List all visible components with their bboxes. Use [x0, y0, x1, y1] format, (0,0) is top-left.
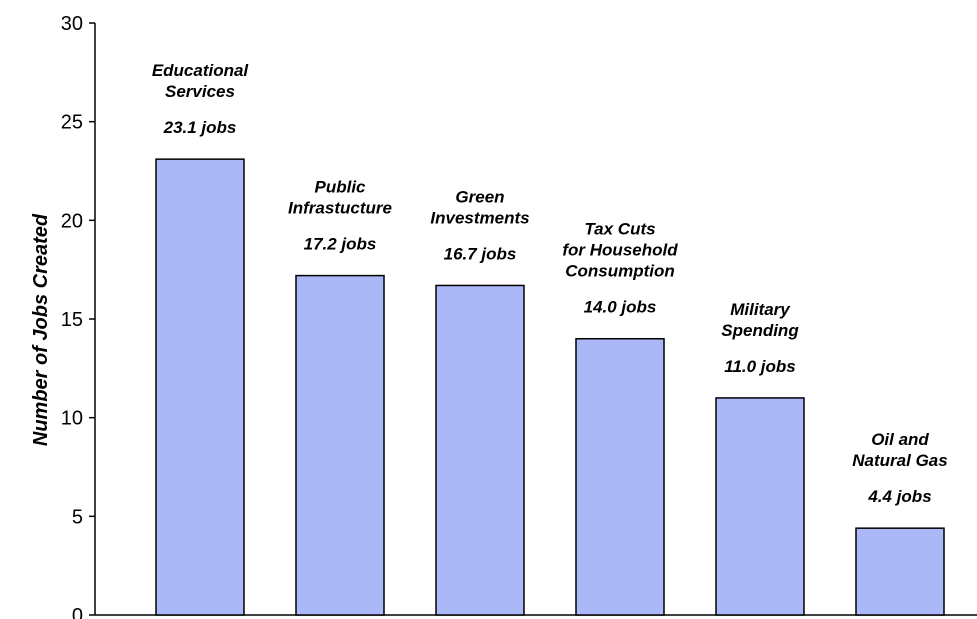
bar-category-label: Public — [314, 178, 366, 197]
bar — [296, 276, 384, 615]
bar-labels: 23.1 jobs Educational Services 17.2 jobs Pub… — [152, 61, 948, 506]
bar-value-label: 17.2 jobs — [304, 235, 377, 254]
bar-value-label: 4.4 jobs — [867, 487, 931, 506]
bar — [436, 285, 524, 615]
y-tick-label: 10 — [61, 408, 83, 430]
bar-category-label: Oil and — [871, 430, 929, 449]
y-axis-title: Number of Jobs Created — [30, 213, 52, 446]
y-tick-label: 15 — [61, 309, 83, 331]
bar-category-label: Infrastucture — [288, 199, 392, 218]
y-tick-label: 25 — [61, 112, 83, 134]
bars — [156, 159, 944, 615]
bar — [856, 528, 944, 615]
bar — [716, 398, 804, 615]
y-tick-label: 0 — [72, 605, 83, 619]
bar-value-label: 11.0 jobs — [724, 357, 796, 376]
bar-category-label: Tax Cuts — [584, 220, 655, 239]
bar-value-label: 14.0 jobs — [584, 298, 657, 317]
bar-value-label: 16.7 jobs — [444, 244, 517, 263]
y-tick-label: 20 — [61, 210, 83, 232]
bar-value-label: 23.1 jobs — [163, 118, 237, 137]
bar — [576, 339, 664, 615]
bar-category-label: Consumption — [565, 262, 675, 281]
bar-category-label: Services — [165, 82, 235, 101]
y-tick-label: 5 — [72, 506, 83, 528]
bar — [156, 159, 244, 615]
bar-category-label: for Household — [562, 241, 678, 260]
bar-category-label: Investments — [430, 208, 529, 227]
bar-category-label: Military — [730, 300, 791, 319]
bar-category-label: Spending — [721, 321, 799, 340]
bar-category-label: Green — [455, 187, 504, 206]
bar-category-label: Educational — [152, 61, 250, 80]
bar-category-label: Natural Gas — [852, 451, 947, 470]
y-tick-label: 30 — [61, 13, 83, 35]
